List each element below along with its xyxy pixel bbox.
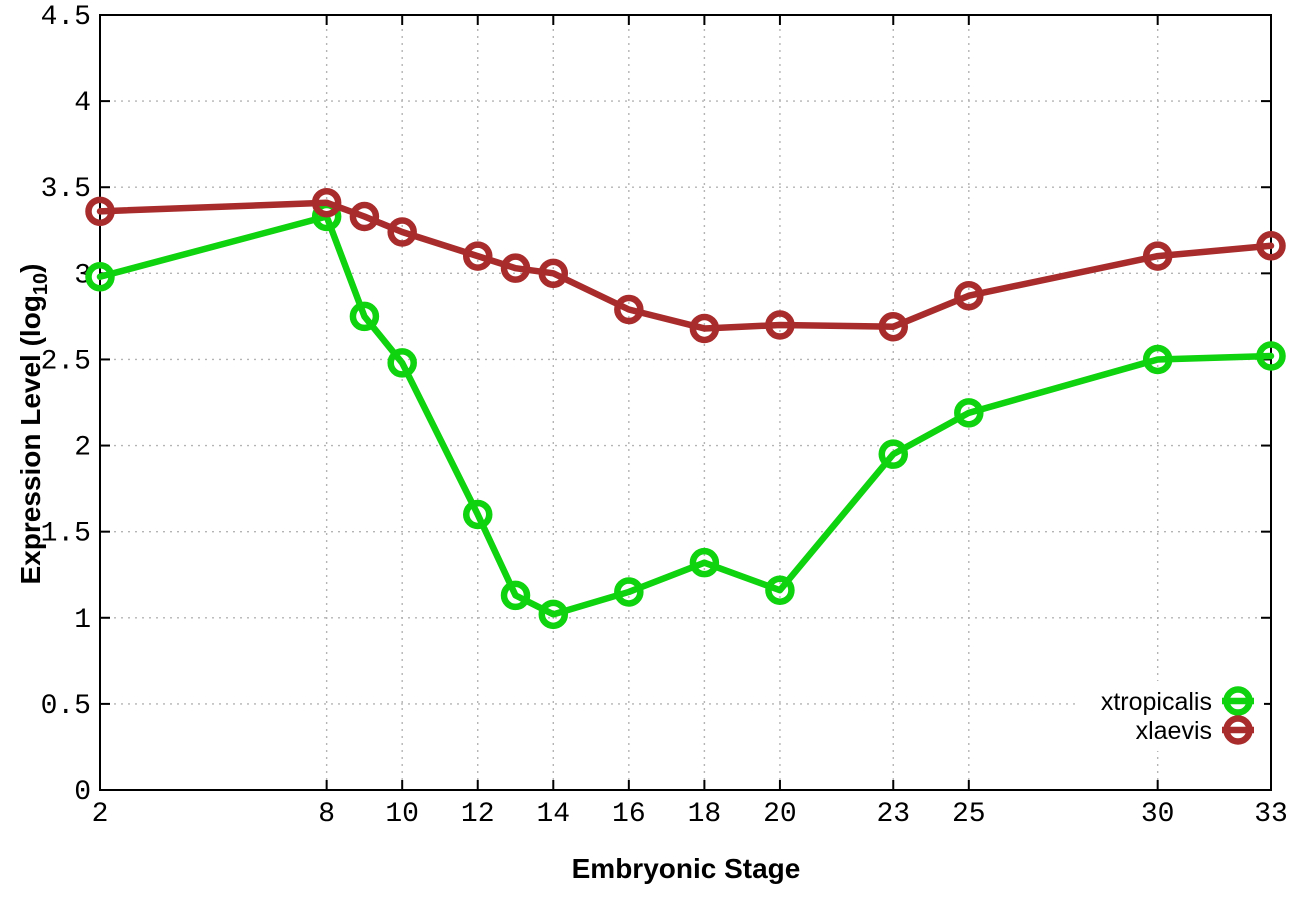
x-tick-label: 18 (688, 799, 722, 830)
legend-label-xlaevis: xlaevis (1136, 717, 1212, 745)
y-tick-label: 3.5 (41, 174, 91, 205)
data-point-xtropicalis (500, 580, 531, 611)
data-point-xlaevis (689, 313, 720, 344)
data-point-xtropicalis (1256, 341, 1286, 371)
data-point-xtropicalis (878, 439, 909, 469)
axes-layer: 2 8 10 12 14 16 18 20 23 25 30 33 0 0.5 1 1.5 2 2.5 3 3.5 4 4… (41, 2, 1288, 830)
data-point-xlaevis (538, 258, 569, 289)
data-point-xtropicalis (1142, 344, 1173, 375)
x-tick-label: 20 (763, 799, 797, 830)
data-point-xtropicalis (614, 577, 644, 607)
data-point-xtropicalis (765, 575, 795, 605)
data-point-xtropicalis (387, 348, 417, 378)
y-tick-label: 4 (74, 88, 91, 119)
grid-layer (100, 15, 1271, 790)
data-point-xlaevis (387, 217, 417, 247)
x-tick-label: 2 (92, 799, 109, 830)
y-tick-label: 1.5 (41, 519, 91, 550)
data-point-xtropicalis (85, 262, 115, 292)
data-point-xlaevis (349, 201, 380, 232)
x-tick-label: 16 (612, 799, 646, 830)
x-tick-label: 25 (952, 799, 986, 830)
data-point-xlaevis (500, 253, 531, 283)
y-tick-label: 1 (74, 605, 91, 636)
y-tick-label: 0 (74, 777, 91, 808)
x-tick-label: 23 (876, 799, 910, 830)
data-point-xtropicalis (689, 547, 720, 578)
x-tick-label: 12 (461, 799, 495, 830)
data-point-xlaevis (1142, 241, 1173, 271)
y-tick-label: 2 (74, 433, 91, 464)
plot-border (99, 14, 1272, 791)
data-point-xlaevis (765, 310, 795, 340)
x-tick-label: 14 (536, 799, 570, 830)
series-line-xtropicalis (96, 213, 1275, 618)
data-point-xlaevis (1256, 231, 1286, 261)
data-point-xtropicalis (538, 599, 569, 630)
data-point-xlaevis (954, 280, 984, 311)
data-point-xtropicalis (954, 398, 984, 428)
series-layer (85, 187, 1286, 630)
y-tick-label: 2.5 (41, 346, 91, 377)
x-tick-label: 10 (385, 799, 419, 830)
x-axis-title: Embryonic Stage (572, 853, 801, 884)
data-point-xlaevis (614, 294, 644, 325)
x-tick-label: 30 (1141, 799, 1175, 830)
data-point-xtropicalis (462, 499, 493, 530)
data-point-xtropicalis (349, 301, 380, 332)
legend-sample-marker-xlaevis (1223, 715, 1253, 745)
y-tick-label: 4.5 (41, 2, 91, 33)
y-axis-title: Expression Level (log10) (15, 264, 52, 585)
legend-sample-marker-xtropicalis (1223, 686, 1253, 716)
data-point-xlaevis (878, 311, 909, 342)
series-line-xlaevis (96, 199, 1275, 332)
y-tick-label: 0.5 (41, 691, 91, 722)
data-point-xlaevis (85, 196, 115, 227)
y-tick-label: 3 (74, 260, 91, 291)
legend-label-xtropicalis: xtropicalis (1101, 688, 1212, 716)
data-point-xlaevis (462, 241, 493, 271)
x-tick-label: 33 (1254, 799, 1288, 830)
x-tick-label: 8 (318, 799, 335, 830)
data-point-xlaevis (311, 187, 342, 218)
